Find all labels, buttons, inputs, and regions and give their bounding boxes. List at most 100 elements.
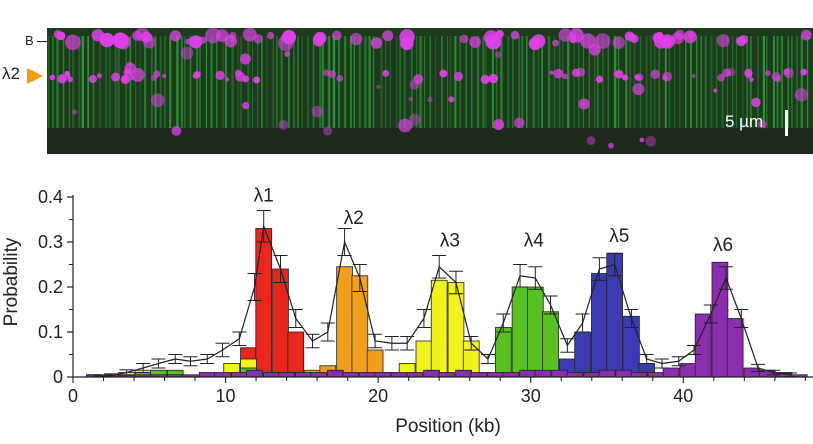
bar-l6 [327,369,344,378]
bar-l6 [342,372,360,378]
protein-spot [691,73,696,79]
protein-spot [284,51,291,57]
protein-spot [612,36,626,49]
protein-spot [800,68,808,76]
bar-l6 [359,372,376,378]
protein-spot [171,125,182,136]
bar-l3 [430,279,448,378]
protein-spot [650,69,660,79]
protein-spot [549,70,554,75]
protein-spot [483,30,499,45]
bar-l6 [214,372,231,378]
protein-spot [578,98,590,110]
protein-spot [189,35,203,49]
bar-l1 [287,331,305,378]
protein-spot [323,126,333,136]
protein-spot [448,96,455,103]
protein-spot [751,97,761,108]
bar-l6 [743,367,761,378]
protein-spot [242,101,250,110]
bar-l6 [598,369,616,378]
x-tick-label: 30 [521,386,541,406]
protein-spot [91,29,105,42]
bar-l6 [406,372,424,378]
bar-l6 [662,367,680,378]
protein-spot [569,28,584,43]
protein-spot [716,34,730,48]
peak-label: λ5 [609,226,629,247]
protein-spot [639,137,645,143]
substrate-band [47,128,813,154]
bar-l4 [526,286,544,378]
protein-spot [594,33,611,49]
bar-l6 [455,369,472,378]
x-tick-label: 20 [368,386,388,406]
y-tick-label: 0.3 [38,232,63,252]
protein-spot [771,72,781,82]
protein-spot [129,75,135,81]
bar-l6 [502,372,520,378]
protein-spot [235,71,246,82]
protein-spot [562,73,568,80]
protein-spot [575,67,586,77]
y-axis-label: Probability [1,237,22,326]
overall-line-layer [87,210,798,378]
protein-spot [409,80,420,90]
protein-spot [53,30,62,39]
bar-l6 [423,369,440,378]
bar-l1 [255,228,273,378]
protein-spot [311,105,323,118]
protein-spot [758,120,767,129]
protein-spot [205,28,221,44]
protein-spot [224,77,230,82]
protein-spot [608,142,614,149]
peak-label: λ6 [713,235,733,256]
bar-l6 [470,372,488,378]
bar-l6 [310,372,327,378]
protein-spot [553,68,564,79]
protein-spot [736,36,747,47]
lane-marker-arrow-icon [27,68,43,84]
protein-spot [459,34,469,44]
bar-l6 [278,372,295,378]
protein-spot [382,69,390,77]
protein-spot [192,73,199,79]
protein-spot [713,88,718,93]
peak-label: λ1 [254,186,274,207]
protein-spot [636,75,642,81]
y-tick-label: 0.2 [38,277,63,297]
bar-l5 [574,331,591,378]
protein-spot [645,135,656,147]
protein-spot [278,119,289,130]
protein-spot [49,74,56,81]
y-tick-label: 0.1 [38,322,63,342]
protein-spot [800,29,812,41]
bar-l4 [542,311,559,378]
bar-l6 [534,369,552,378]
scale-bar-label: 5 µm [725,112,764,131]
bar-l3 [447,282,465,378]
protein-spot [350,32,363,46]
protein-spot [510,30,520,40]
protein-spot [135,28,150,42]
protein-spot [439,69,448,78]
protein-spot [480,74,490,85]
kymograph-texture [47,28,813,154]
bars-layer [86,228,808,378]
protein-spot [281,30,297,45]
protein-spot [376,84,381,89]
protein-spot [88,75,97,84]
protein-spot [493,119,505,131]
protein-spot [398,118,412,133]
bar-l4 [511,286,529,378]
protein-spot [722,68,732,78]
lane-label: λ2 [2,64,20,83]
protein-spot [266,31,275,40]
end-b-label: B [25,33,34,48]
protein-spot [749,77,754,82]
protein-spot [253,76,261,84]
protein-spot [745,71,753,79]
end-b-tick [37,41,47,42]
bar-l6 [295,372,312,378]
bar-l6 [374,372,392,378]
